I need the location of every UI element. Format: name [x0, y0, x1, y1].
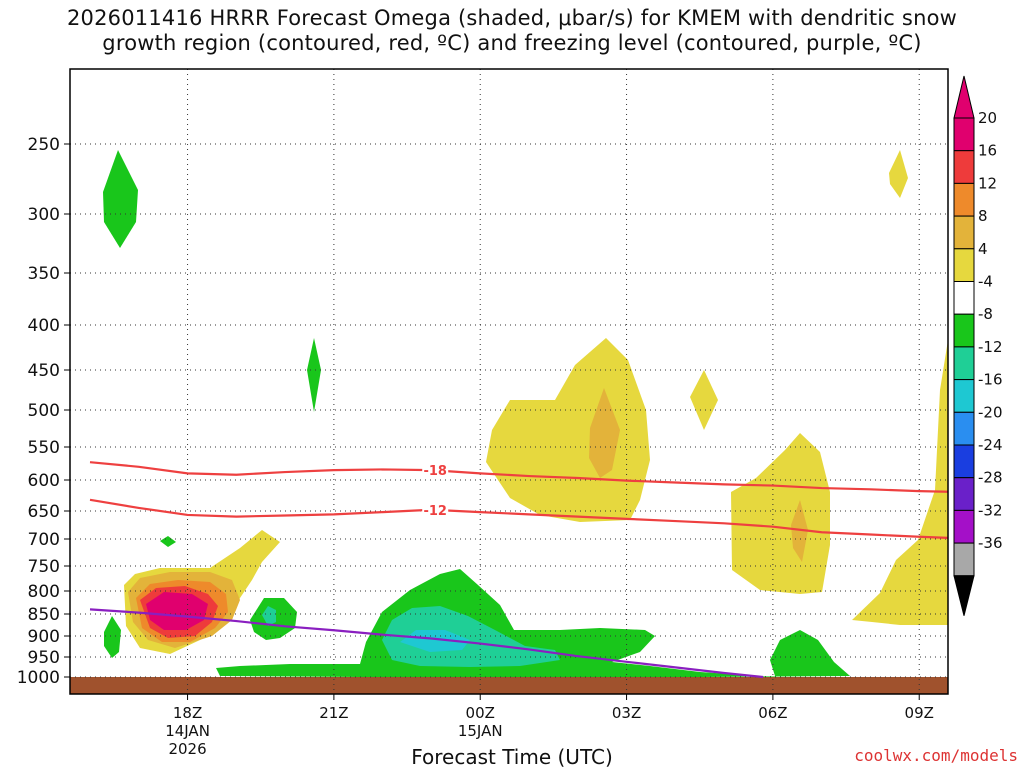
- y-tick-label-950: 950: [28, 648, 60, 668]
- dendritic-contour-label-1: -18: [423, 464, 447, 479]
- x-tick-label-00Z: 00Z: [466, 704, 495, 722]
- colorbar-label--32: -32: [978, 501, 1003, 519]
- y-tick-label-450: 450: [28, 361, 60, 381]
- colorbar-label--16: -16: [978, 371, 1003, 389]
- y-tick-label-300: 300: [28, 205, 60, 225]
- y-tick-label-600: 600: [28, 471, 60, 491]
- colorbar-swatch--12: [953, 346, 975, 381]
- x-tick-sublabel-18Z: 14JAN: [165, 722, 210, 740]
- colorbar-swatch-20: [953, 117, 975, 152]
- colorbar-swatch-4: [953, 248, 975, 283]
- shade-magenta-18z: [146, 592, 208, 630]
- colorbar-label-20: 20: [978, 109, 997, 127]
- y-tick-label-550: 550: [28, 438, 60, 458]
- x-tick-label-21Z: 21Z: [319, 704, 348, 722]
- credit-text: coolwx.com/models: [854, 746, 1018, 765]
- shade-green-low-main: [216, 569, 850, 677]
- shade-green-low-left: [104, 616, 121, 658]
- x-tick-year-18Z: 2026: [168, 740, 206, 758]
- y-tick-label-800: 800: [28, 582, 60, 602]
- y-tick-label-500: 500: [28, 401, 60, 421]
- shade-teal-20z: [262, 606, 276, 626]
- y-tick-label-1000: 1000: [17, 668, 60, 688]
- shade-yellow-07z: [731, 433, 830, 594]
- colorbar-label--36: -36: [978, 534, 1003, 552]
- colorbar-swatch--32: [953, 509, 975, 544]
- colorbar-swatch-8: [953, 215, 975, 250]
- plot-frame: [69, 68, 949, 695]
- x-tick-sublabel-00Z: 15JAN: [458, 722, 503, 740]
- colorbar-label-8: 8: [978, 207, 988, 225]
- chart-title: 2026011416 HRRR Forecast Omega (shaded, …: [0, 6, 1024, 56]
- y-tick-label-750: 750: [28, 557, 60, 577]
- colorbar-swatch--4: [953, 281, 975, 315]
- shade-green-upper: [103, 150, 138, 248]
- colorbar-swatch--24: [953, 444, 975, 479]
- y-tick-label-650: 650: [28, 502, 60, 522]
- colorbar-label--24: -24: [978, 436, 1003, 454]
- colorbar-label-16: 16: [978, 142, 997, 160]
- colorbar-label-12: 12: [978, 174, 997, 192]
- colorbar-swatch-12: [953, 182, 975, 217]
- colorbar-swatch-16: [953, 150, 975, 184]
- colorbar-swatch--20: [953, 411, 975, 446]
- colorbar-label-4: 4: [978, 240, 988, 258]
- y-tick-label-700: 700: [28, 530, 60, 550]
- chart-title-line-1: 2026011416 HRRR Forecast Omega (shaded, …: [66, 6, 957, 30]
- x-tick-label-09Z: 09Z: [905, 704, 934, 722]
- x-tick-label-18Z: 18Z: [173, 704, 202, 722]
- y-tick-label-250: 250: [28, 135, 60, 155]
- y-tick-label-850: 850: [28, 605, 60, 625]
- colorbar-label--4: -4: [978, 273, 993, 291]
- y-tick-label-350: 350: [28, 264, 60, 284]
- shade-cyan-low-main: [400, 630, 470, 652]
- colorbar-swatch--28: [953, 477, 975, 511]
- shade-yellow-03z: [486, 338, 650, 522]
- freezing-level-line: [89, 608, 764, 679]
- grid: [70, 69, 948, 694]
- shade-orange-03z: [589, 388, 620, 478]
- dendritic-contour-label-2: -12: [423, 504, 447, 519]
- shade-yellow-right-edge: [852, 340, 948, 625]
- dendritic-label-bg-2: [422, 501, 449, 518]
- colorbar-top-arrow: [953, 75, 975, 119]
- ground-bar: [70, 677, 948, 694]
- y-axis-ticks: 2503003504004505005506006507007508008509…: [17, 135, 70, 688]
- y-tick-label-900: 900: [28, 627, 60, 647]
- colorbar-swatch--8: [953, 313, 975, 348]
- shade-green-tiny: [160, 536, 176, 547]
- dendritic-label-bg-1: [422, 462, 449, 479]
- shade-green-21z: [307, 338, 321, 412]
- omega-shading: [103, 150, 948, 677]
- colorbar-label--20: -20: [978, 403, 1003, 421]
- contours: -18 -12: [89, 461, 949, 679]
- y-tick-label-400: 400: [28, 316, 60, 336]
- shade-orange-07z: [791, 500, 808, 562]
- colorbar-swatch--36: [953, 542, 975, 577]
- dendritic-contour-line-1: [89, 461, 949, 493]
- colorbar-label--8: -8: [978, 305, 993, 323]
- x-axis-title: Forecast Time (UTC): [411, 745, 613, 769]
- colorbar: 20 16 12 8 4 -4 -8 -12 -16 -20 -24 -28 -32 -36: [953, 75, 1003, 616]
- colorbar-swatch--16: [953, 379, 975, 413]
- x-tick-label-06Z: 06Z: [758, 704, 787, 722]
- colorbar-bottom-arrow: [953, 575, 975, 616]
- shade-yellow-05z: [690, 370, 718, 430]
- x-tick-label-03Z: 03Z: [612, 704, 641, 722]
- colorbar-label--12: -12: [978, 338, 1003, 356]
- dendritic-contour-line-2: [89, 498, 949, 539]
- chart-title-line-2: growth region (contoured, red, ºC) and f…: [102, 31, 922, 55]
- shade-yellow-upper-right: [889, 150, 908, 198]
- colorbar-label--28: -28: [978, 469, 1003, 487]
